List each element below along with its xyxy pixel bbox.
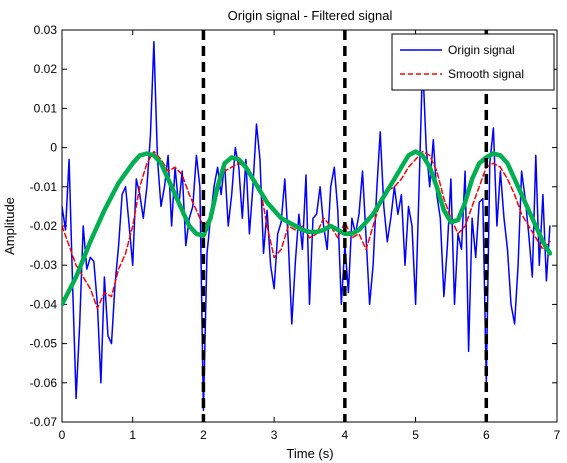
legend-box: [391, 33, 555, 91]
y-tick-label: -0.03: [30, 258, 58, 272]
y-tick-label: -0.05: [30, 337, 58, 351]
y-tick-label: -0.04: [30, 297, 58, 311]
fitted-curve-line: [62, 149, 553, 307]
chart-title: Origin signal - Filtered signal: [228, 8, 393, 23]
x-tick-label: 7: [554, 428, 561, 442]
x-tick-label: 4: [342, 428, 349, 442]
legend: Origin signal Smooth signal: [391, 33, 555, 91]
origin-signal-line: [62, 41, 551, 411]
x-tick-label: 6: [483, 428, 490, 442]
y-tick-label: -0.01: [30, 180, 58, 194]
x-tick-label: 1: [129, 428, 136, 442]
x-tick-label: 3: [271, 428, 278, 442]
legend-label-smooth: Smooth signal: [448, 67, 524, 81]
legend-label-origin: Origin signal: [448, 43, 515, 57]
x-tick-label: 5: [412, 428, 419, 442]
y-tick-label: -0.06: [30, 376, 58, 390]
x-tick-label: 2: [200, 428, 207, 442]
y-tick-label: -0.02: [30, 219, 58, 233]
axes-frame: [61, 29, 558, 423]
y-axis-label: Amplitude: [2, 197, 17, 255]
x-axis-label: Time (s): [286, 446, 333, 461]
x-tick-label: 0: [59, 428, 66, 442]
y-tick-label: 0.03: [34, 23, 58, 37]
y-tick-label: -0.07: [30, 415, 58, 429]
plot-area: 0 1 2 3 4 5 6 7 0.03 0.02 0.01 0 -0.01 -0.02 -0.03 -0.0…: [30, 23, 561, 442]
y-tick-label: 0.01: [34, 101, 58, 115]
y-tick-label: 0: [50, 141, 57, 155]
y-tick-label: 0.02: [34, 62, 58, 76]
